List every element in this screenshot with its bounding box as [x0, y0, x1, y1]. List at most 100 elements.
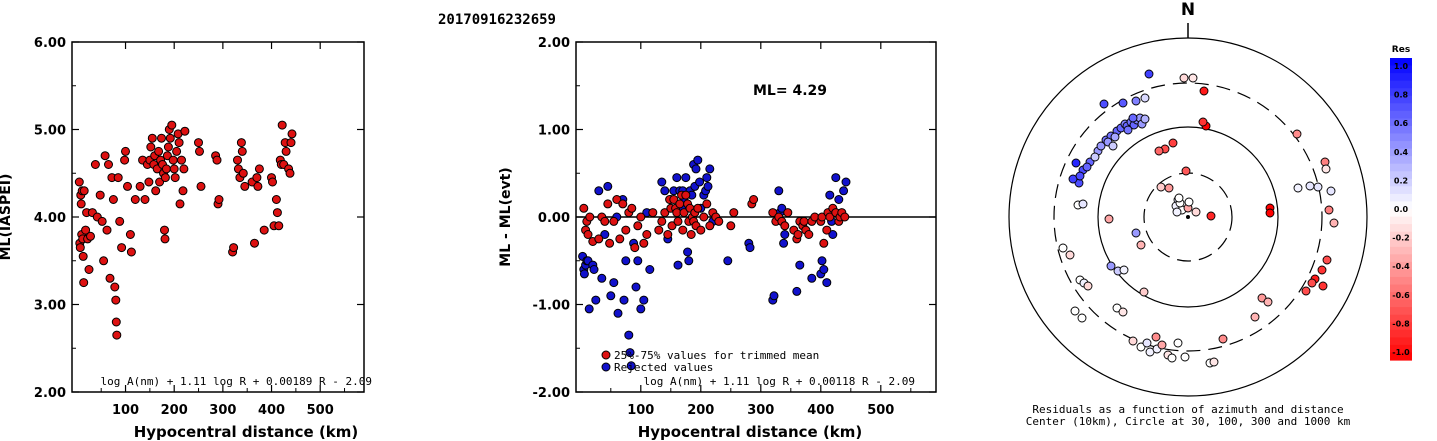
rejected-data-point — [609, 278, 619, 288]
legend-trimmed-marker — [601, 350, 611, 360]
rejected-data-point — [817, 256, 827, 266]
rejected-data-point — [591, 295, 601, 305]
station-residual-point — [1156, 182, 1166, 192]
trimmed-data-point — [660, 208, 670, 218]
trimmed-data-point — [678, 225, 688, 235]
trimmed-data-point — [630, 243, 640, 253]
left-data-point — [90, 160, 100, 169]
rejected-data-point — [672, 173, 682, 183]
station-residual-point — [1058, 243, 1068, 253]
station-residual-point — [1329, 218, 1339, 228]
station-residual-point — [1173, 338, 1183, 348]
left-x-tick-label: 100 — [112, 403, 139, 418]
station-residual-point — [1305, 181, 1315, 191]
middle-residual-panel: -2.00 -1.00 0.00 1.00 2.00 100 200 300 400 500 ML… — [498, 36, 937, 441]
rejected-data-point — [645, 265, 655, 274]
colorbar-cell — [1390, 186, 1412, 195]
middle-x-tick-label: 300 — [747, 403, 774, 418]
circle-100km — [1097, 126, 1279, 308]
left-axis-ticks: 2.00 3.00 4.00 5.00 6.00 100 200 300 400 500 — [34, 36, 364, 418]
left-data-point — [233, 155, 242, 165]
station-residual-point — [1104, 214, 1114, 224]
trimmed-data-point — [667, 221, 677, 231]
trimmed-data-point — [793, 230, 803, 239]
colorbar-cell — [1390, 284, 1412, 293]
rejected-data-point — [584, 304, 594, 314]
rejected-data-point — [691, 164, 701, 174]
trimmed-data-point — [693, 203, 703, 213]
station-residual-point — [1265, 208, 1275, 218]
rejected-data-point — [831, 173, 841, 183]
polar-station-points — [1058, 69, 1339, 368]
colorbar-cell — [1390, 95, 1412, 104]
middle-x-tick-label: 200 — [687, 403, 714, 418]
colorbar-cell — [1390, 261, 1412, 271]
left-data-point — [194, 138, 203, 148]
colorbar-cell — [1390, 103, 1412, 112]
colorbar-cell — [1390, 307, 1412, 316]
trimmed-data-point — [768, 208, 778, 218]
trimmed-data-point — [663, 230, 673, 239]
legend-trimmed-label: 25%-75% values for trimmed mean — [614, 349, 819, 362]
left-x-tick-label: 400 — [258, 403, 285, 418]
left-data-point — [160, 234, 170, 244]
station-residual-point — [1131, 228, 1141, 238]
left-data-point — [120, 155, 130, 165]
station-residual-point — [1065, 250, 1075, 260]
trimmed-data-point — [579, 203, 589, 213]
rejected-data-point — [603, 181, 613, 191]
left-data-point — [268, 177, 277, 187]
left-data-point — [236, 138, 246, 148]
station-residual-point — [1317, 265, 1327, 275]
rejected-data-point — [624, 330, 634, 340]
left-scatter-panel: 2.00 3.00 4.00 5.00 6.00 100 200 300 400 500 log … — [0, 36, 372, 441]
rejected-data-point — [657, 177, 667, 187]
middle-y-tick-label: -1.00 — [533, 299, 570, 314]
rejected-data-point — [723, 256, 733, 266]
station-residual-point — [1140, 93, 1150, 103]
trimmed-data-point — [648, 208, 658, 218]
station-residual-point — [1090, 152, 1100, 162]
station-residual-point — [1168, 138, 1178, 148]
circle-300km — [1053, 82, 1323, 352]
station-residual-point — [1128, 336, 1138, 346]
rejected-data-point — [594, 186, 604, 196]
rejected-data-point — [705, 164, 715, 174]
colorbar-title: Res — [1392, 45, 1410, 55]
trimmed-data-point — [702, 199, 712, 209]
left-data-point — [229, 243, 239, 253]
left-x-tick-label: 500 — [307, 403, 334, 418]
left-x-axis-label: Hypocentral distance (km) — [134, 423, 359, 441]
rejected-data-point — [702, 173, 712, 183]
station-residual-point — [1263, 297, 1273, 307]
colorbar-cell — [1390, 80, 1412, 89]
rejected-data-point — [660, 186, 670, 196]
left-data-point — [95, 190, 105, 200]
left-data-point — [165, 133, 175, 143]
rejected-data-point — [621, 256, 631, 266]
left-data-point — [196, 181, 206, 191]
trimmed-data-point — [729, 208, 739, 218]
left-data-point — [121, 146, 130, 156]
left-y-tick-label: 2.00 — [34, 386, 66, 401]
polar-caption-line1: Residuals as a function of azimuth and d… — [1032, 403, 1343, 416]
rejected-data-point — [841, 177, 851, 187]
left-data-point — [75, 243, 85, 253]
legend-rejected-label: Rejected values — [614, 361, 713, 374]
left-data-point — [250, 238, 259, 248]
left-data-point — [140, 195, 150, 204]
colorbar-cell — [1390, 269, 1412, 278]
rejected-data-point — [636, 304, 646, 314]
trimmed-data-point — [681, 190, 691, 200]
colorbar-tick-label: -0.4 — [1392, 262, 1410, 271]
middle-x-tick-label: 400 — [807, 403, 834, 418]
left-data-point — [102, 225, 112, 235]
middle-data-points — [578, 155, 851, 371]
left-data-point — [238, 168, 248, 178]
left-y-tick-label: 4.00 — [34, 211, 66, 226]
colorbar-tick-label: 0.6 — [1394, 119, 1409, 128]
trimmed-data-point — [679, 208, 689, 218]
station-residual-point — [1077, 313, 1087, 323]
station-residual-point — [1112, 303, 1122, 313]
station-residual-point — [1070, 306, 1080, 316]
